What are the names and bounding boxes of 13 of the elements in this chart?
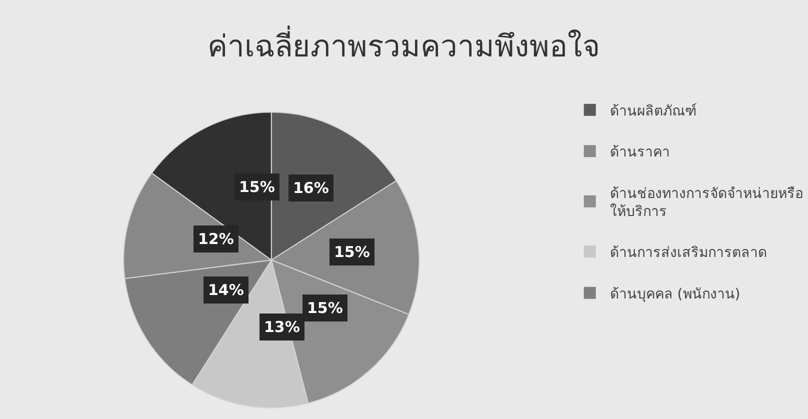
data-label: 16% bbox=[293, 179, 329, 197]
data-label: 12% bbox=[198, 230, 234, 248]
legend-label: ด้านราคา bbox=[610, 144, 670, 161]
data-label: 15% bbox=[307, 299, 343, 317]
data-label: 15% bbox=[334, 243, 370, 261]
data-label: 14% bbox=[208, 281, 244, 299]
data-label: 15% bbox=[239, 178, 275, 196]
legend-label: ด้านผลิตภัณฑ์ bbox=[610, 102, 697, 120]
legend-label: ด้านบุคคล (พนักงาน) bbox=[610, 286, 740, 302]
legend-label: ด้านช่องทางการจัดจำหน่ายหรือ ให้บริการ bbox=[610, 186, 803, 220]
chart-title: ค่าเฉลี่ยภาพรวมความพึงพอใจ bbox=[208, 26, 600, 64]
legend-label: ด้านการส่งเสริมการตลาด bbox=[610, 245, 767, 262]
data-label: 13% bbox=[264, 318, 300, 336]
